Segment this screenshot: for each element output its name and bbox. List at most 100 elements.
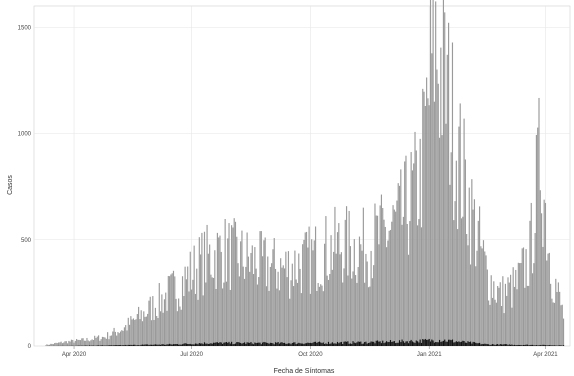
case-bar (63, 342, 65, 346)
secondary-bar (187, 343, 189, 346)
secondary-bar (121, 345, 123, 346)
case-bar (539, 190, 541, 346)
secondary-bar (513, 344, 516, 346)
secondary-bar (338, 343, 340, 346)
secondary-bar (184, 343, 186, 346)
case-bar (512, 267, 514, 346)
secondary-bar (507, 345, 509, 346)
secondary-bar (316, 342, 318, 346)
case-bar (180, 309, 182, 346)
secondary-bar (203, 342, 206, 346)
case-bar (200, 254, 202, 346)
case-bar (476, 250, 478, 346)
case-bar (122, 330, 124, 346)
case-bar (511, 307, 513, 346)
case-bar (546, 260, 548, 346)
secondary-bar (493, 344, 495, 346)
secondary-bar (224, 342, 226, 346)
y-tick-label: 1500 (18, 25, 32, 31)
case-bar (463, 118, 465, 347)
case-bar (515, 269, 517, 346)
case-bar (294, 250, 296, 346)
case-bar (165, 292, 167, 346)
secondary-bar (424, 338, 426, 346)
secondary-bar (157, 344, 159, 346)
secondary-bar (378, 341, 380, 346)
case-bar (406, 223, 408, 346)
secondary-bar (241, 343, 243, 346)
case-bar (506, 295, 508, 346)
case-bar (397, 183, 399, 346)
secondary-bar (479, 342, 481, 346)
case-bar (389, 229, 392, 346)
secondary-bar (308, 342, 310, 346)
secondary-bar (256, 342, 259, 346)
case-bar (175, 298, 177, 346)
secondary-bar (331, 342, 333, 346)
case-bar (383, 219, 385, 346)
secondary-bar (231, 341, 233, 346)
secondary-bar (295, 344, 297, 346)
secondary-bar (375, 340, 377, 346)
secondary-bar (242, 342, 244, 346)
secondary-bar (228, 341, 230, 346)
case-bar (331, 269, 333, 346)
secondary-bar (529, 345, 531, 346)
case-bar (419, 138, 421, 346)
case-bar (484, 251, 486, 346)
secondary-bar (320, 342, 322, 346)
secondary-bar (336, 341, 339, 346)
case-bar (172, 270, 175, 346)
case-bar (47, 344, 49, 346)
case-bar (162, 312, 164, 346)
case-bar (491, 297, 494, 346)
x-tick-label: Jul 2020 (180, 352, 203, 358)
secondary-bar (309, 342, 311, 346)
case-bar (308, 226, 310, 346)
case-bar (108, 339, 110, 346)
case-bar (262, 256, 264, 346)
case-bar (303, 239, 305, 346)
secondary-bar (278, 343, 280, 346)
secondary-bar (212, 342, 215, 346)
case-bar (446, 54, 448, 346)
case-bar (347, 275, 349, 346)
secondary-bar (362, 343, 364, 346)
case-bar (351, 278, 353, 346)
secondary-bar (502, 344, 504, 346)
case-bar (561, 304, 563, 346)
case-bar (531, 273, 534, 346)
secondary-bar (431, 339, 433, 346)
secondary-bar (221, 343, 224, 346)
secondary-bar (304, 343, 306, 346)
secondary-bar (291, 342, 293, 346)
secondary-bar (281, 342, 283, 346)
secondary-bar (189, 343, 191, 346)
case-bar (139, 319, 141, 346)
case-bar (453, 220, 455, 346)
case-bar (116, 335, 118, 346)
case-bar (464, 159, 466, 346)
secondary-bar (396, 342, 398, 346)
case-bar (206, 224, 208, 346)
secondary-bar (138, 345, 140, 346)
secondary-bar (269, 342, 271, 346)
case-bar (410, 152, 412, 346)
secondary-bar (446, 341, 448, 346)
case-bar (409, 221, 411, 346)
secondary-bar (169, 343, 171, 346)
case-bar (278, 290, 280, 346)
case-bar (428, 105, 430, 347)
case-bar (264, 237, 266, 346)
case-bar (81, 338, 83, 346)
secondary-bar (546, 345, 548, 346)
secondary-bar (104, 345, 106, 346)
secondary-bar (334, 343, 336, 346)
secondary-bar (335, 343, 337, 346)
case-bar (286, 277, 288, 346)
secondary-bar (533, 345, 535, 346)
secondary-bar (149, 344, 151, 346)
y-tick-label: 500 (21, 238, 32, 244)
case-bar (376, 215, 379, 346)
secondary-bar (143, 344, 145, 346)
